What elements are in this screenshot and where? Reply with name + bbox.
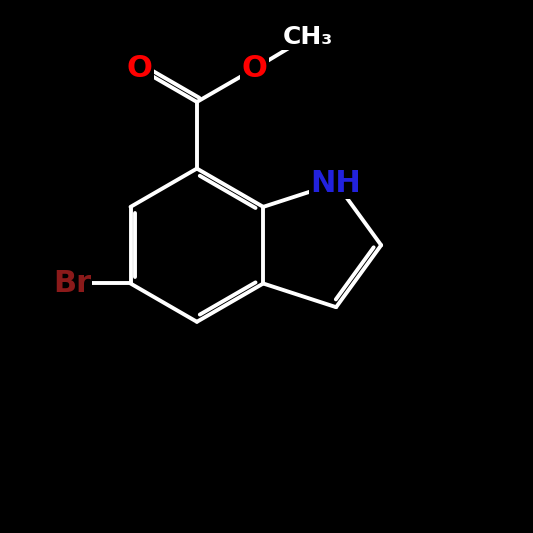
Text: Br: Br xyxy=(53,269,91,298)
Text: NH: NH xyxy=(311,168,361,198)
Text: CH₃: CH₃ xyxy=(283,25,333,49)
Text: O: O xyxy=(241,54,268,83)
Text: O: O xyxy=(126,54,152,83)
